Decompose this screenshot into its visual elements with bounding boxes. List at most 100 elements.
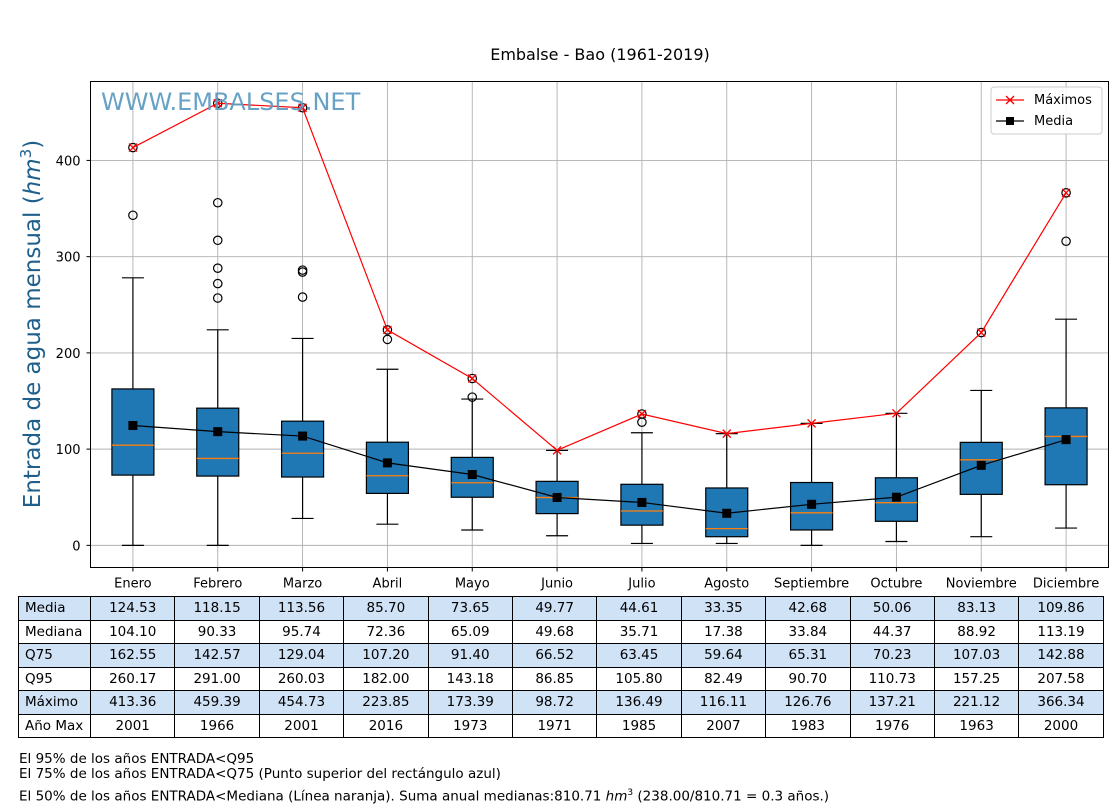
maximos-point [976,328,986,338]
table-cell: 91.40 [427,643,513,668]
table-cell: 2001 [258,713,345,738]
x-tick-label: Julio [627,577,655,592]
outlier-point [297,265,308,275]
x-axis: Enero Febrero Marzo Abril Mayo Junio Julio Agos… [114,567,1099,592]
table-cell: 59.64 [680,643,767,668]
table-cell: 42.68 [765,596,851,621]
box-agosto [705,433,749,545]
table-row: Mediana 104.10 90.33 95.74 72.36 65.09 49.68 35… [18,619,1104,644]
iqr-box [874,477,919,522]
media-line [132,424,1067,514]
notes: El 95% de los años ENTRADA<Q95 El 75% de… [19,752,829,805]
maximos-point [128,143,138,153]
boxes [111,98,1088,546]
table-row: Media 124.53 118.15 113.56 85.70 73.65 49.77 44… [18,596,1104,621]
table-cell: 105.80 [596,666,682,691]
table-cell: 63.45 [596,643,682,668]
iqr-box [1044,407,1088,486]
table-cell: 113.56 [258,596,345,621]
outlier-point [297,292,308,302]
table-cell: 221.12 [933,690,1020,715]
table-cell: 35.71 [596,619,682,644]
x-marker [298,103,308,113]
table-cell: 95.74 [258,619,345,644]
maximos-point [467,374,477,383]
table-cell: 1983 [765,713,851,738]
media-point [467,469,477,479]
y-tick-label: 400 [56,154,81,169]
media-point [637,497,647,507]
outlier-point [212,278,223,289]
table-cell: 366.34 [1018,690,1104,715]
box-septiembre [789,422,834,546]
grid-lines [90,81,1109,568]
table-cell: 49.68 [511,619,598,644]
table-cell: 110.73 [849,666,935,691]
row-label: Máximo [18,690,91,715]
table-cell: 182.00 [343,666,429,691]
maximos-point [213,98,223,108]
media-point [298,431,308,441]
y-tick-label: 200 [56,347,81,362]
iqr-box [280,420,325,478]
outlier-point [637,409,647,419]
outlier-point [212,293,223,303]
table-cell: 2016 [343,713,429,738]
note-q75: El 75% de los años ENTRADA<Q75 (Punto su… [19,766,501,782]
maximos-point [382,325,392,335]
legend-frame [990,86,1103,135]
media-point [382,458,392,468]
table-cell: 223.85 [343,690,429,715]
table-cell: 136.49 [596,690,682,715]
box-febrero [196,98,240,546]
x-tick-label: Noviembre [946,577,1017,592]
maximos-point [552,445,562,455]
table-cell: 157.25 [933,666,1020,691]
table-cell: 83.13 [933,596,1020,621]
table-cell: 291.00 [174,666,260,691]
media-point [128,421,138,431]
y-tick-label: 0 [72,539,80,554]
x-marker [467,374,477,383]
table-cell: 1973 [427,713,513,738]
legend-max-marker-icon [1005,95,1015,105]
y-tick-label: 300 [56,251,81,266]
table-cell: 118.15 [174,596,260,621]
x-marker [722,429,732,439]
table-cell: 260.17 [89,666,176,691]
table-row: Q75 162.55 142.57 129.04 107.20 91.40 66.52 63.… [18,643,1104,668]
box-enero [111,142,155,546]
table-cell: 2007 [680,713,767,738]
x-marker [976,328,986,338]
x-marker [382,325,392,335]
outlier-point [128,210,138,221]
table-cell: 116.11 [680,690,767,715]
box-marzo [280,102,325,520]
y-axis-label: Entrada de agua mensual (hm3) [17,140,46,508]
legend-label-maximos: Máximos [1034,93,1092,108]
outlier-point [128,142,138,153]
table-cell: 207.58 [1018,666,1104,691]
x-tick-label: Diciembre [1033,577,1099,592]
row-label: Q95 [18,666,91,691]
table-cell: 50.06 [849,596,935,621]
row-label: Año Max [18,713,91,738]
x-tick-label: Marzo [283,577,322,592]
outlier-point [976,327,987,338]
outlier-point [467,392,478,402]
plot-frame [90,81,1109,568]
table-cell: 98.72 [511,690,598,715]
table-cell: 1971 [511,713,598,738]
outlier-point [382,334,393,345]
row-label: Media [18,596,91,621]
maximos-line [132,102,1067,452]
iqr-box [196,407,240,477]
outlier-point [382,325,393,335]
table-cell: 143.18 [427,666,513,691]
x-marker [637,409,647,419]
legend-label-media: Media [1034,114,1073,129]
table-cell: 65.31 [765,643,851,668]
chart-title: Embalse - Bao (1961-2019) [490,45,710,64]
table-cell: 65.09 [427,619,513,644]
table-row: Máximo 413.36 459.39 454.73 223.85 173.39 98.7… [18,690,1104,715]
